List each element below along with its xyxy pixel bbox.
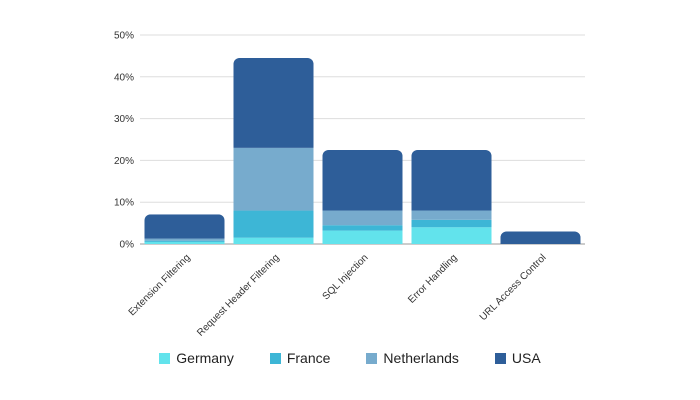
bars (144, 57, 581, 244)
bar-segment-usa (500, 231, 581, 244)
bar-stack (411, 149, 492, 244)
y-tick-label: 20% (114, 156, 134, 167)
legend-item: USA (494, 350, 541, 366)
x-tick-label: Extension Filtering (127, 252, 193, 318)
x-tick-label: SQL Injection (321, 252, 371, 302)
bar-segment-france (233, 210, 314, 238)
y-tick-label: 10% (114, 198, 134, 209)
bar-segment-usa (144, 214, 225, 239)
x-axis: Extension Filtering Request Header Filter… (127, 252, 549, 338)
y-tick-label: 0% (120, 240, 135, 251)
legend-swatch (269, 352, 281, 364)
bar-stack (500, 231, 581, 244)
legend-label: USA (511, 350, 541, 366)
x-tick-label: Error Handling (406, 252, 459, 305)
y-tick-label: 40% (114, 72, 134, 83)
x-tick-label: URL Access Control (478, 252, 549, 323)
bar-segment-germany (322, 230, 403, 244)
bar-segment-netherlands (322, 210, 403, 226)
bar-segment-netherlands (411, 210, 492, 220)
bar-stack (233, 57, 314, 244)
legend-label: Netherlands (383, 350, 459, 366)
bar-segment-germany (144, 241, 225, 244)
bar-segment-france (322, 225, 403, 231)
bar-stack (322, 149, 403, 244)
bar-segment-germany (411, 227, 492, 244)
legend-item: Germany (159, 350, 234, 366)
bar-segment-france (411, 219, 492, 228)
bar-segment-netherlands (233, 147, 314, 211)
y-axis: 0% 10% 20% 30% 40% 50% (114, 31, 134, 251)
legend-swatch (494, 352, 506, 364)
bar-segment-usa (411, 149, 492, 211)
legend-swatch (159, 352, 171, 364)
bar-segment-usa (322, 149, 403, 211)
bar-segment-usa (233, 57, 314, 148)
y-tick-label: 30% (114, 114, 134, 125)
y-tick-label: 50% (114, 31, 134, 42)
legend-label: France (286, 350, 331, 366)
legend-swatch (366, 352, 378, 364)
legend-item: Netherlands (366, 350, 459, 366)
bar-stack (144, 214, 225, 244)
bar-segment-france (144, 240, 225, 242)
legend-label: Germany (176, 350, 234, 366)
x-tick-label: Request Header Filtering (195, 252, 281, 338)
legend: Germany France Netherlands USA (0, 350, 700, 366)
bar-segment-netherlands (144, 238, 225, 241)
bar-segment-germany (233, 237, 314, 244)
legend-item: France (269, 350, 331, 366)
